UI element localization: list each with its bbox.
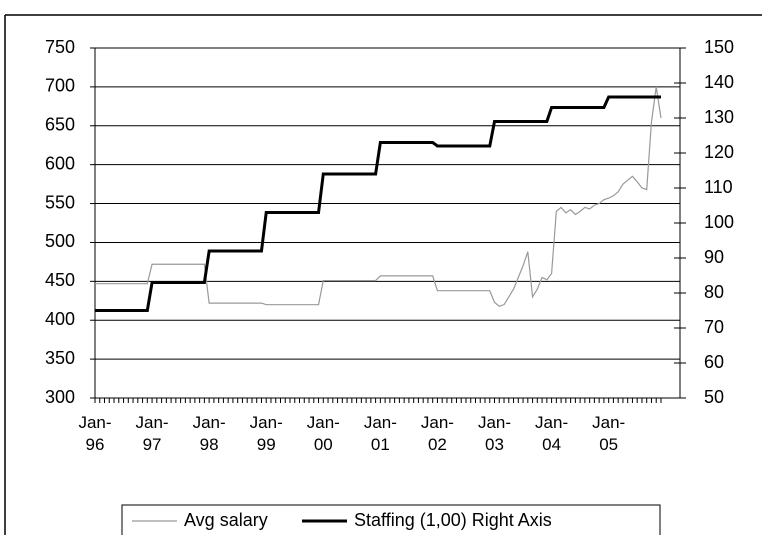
x-tick-label: Jan-04 <box>535 413 569 454</box>
series-line <box>95 95 661 312</box>
y2-tick-label: 100 <box>704 212 734 232</box>
y-tick-label: 700 <box>45 76 75 96</box>
y2-tick-label: 140 <box>704 72 734 92</box>
legend-box <box>121 504 661 535</box>
y2-tick-label: 130 <box>704 107 734 127</box>
y2-tick-label: 110 <box>704 177 733 197</box>
x-tick-label: Jan-02 <box>420 413 454 454</box>
y2-tick-label: 50 <box>704 387 724 407</box>
x-tick-label: Jan-99 <box>249 413 283 454</box>
x-tick-label: Jan-97 <box>135 413 169 454</box>
y-tick-label: 350 <box>45 348 75 368</box>
x-tick-label: Jan-05 <box>592 413 626 454</box>
y-tick-label: 550 <box>45 192 75 212</box>
y-tick-label: 600 <box>45 153 75 173</box>
x-tick-label: Jan-03 <box>477 413 512 454</box>
y2-tick-label: 80 <box>704 282 724 302</box>
y2-tick-label: 70 <box>704 317 724 337</box>
x-tick-label: Jan-98 <box>192 413 226 454</box>
y-tick-label: 300 <box>45 387 75 407</box>
y2-tick-label: 90 <box>704 247 724 267</box>
series-line <box>95 86 662 307</box>
legend-label: Avg salary <box>184 510 268 530</box>
x-tick-label: Jan-00 <box>306 413 340 454</box>
y-tick-label: 450 <box>45 270 75 290</box>
y2-tick-label: 60 <box>704 352 724 372</box>
y2-tick-label: 150 <box>704 37 734 57</box>
x-tick-label: Jan-96 <box>78 413 112 454</box>
legend-label: Staffing (1,00) Right Axis <box>354 510 552 530</box>
x-tick-label: Jan-01 <box>363 413 397 454</box>
y-tick-label: 750 <box>45 37 75 57</box>
y2-tick-label: 120 <box>704 142 734 162</box>
y-tick-label: 500 <box>45 231 75 251</box>
y-tick-label: 400 <box>45 309 75 329</box>
y-tick-label: 650 <box>45 115 75 135</box>
